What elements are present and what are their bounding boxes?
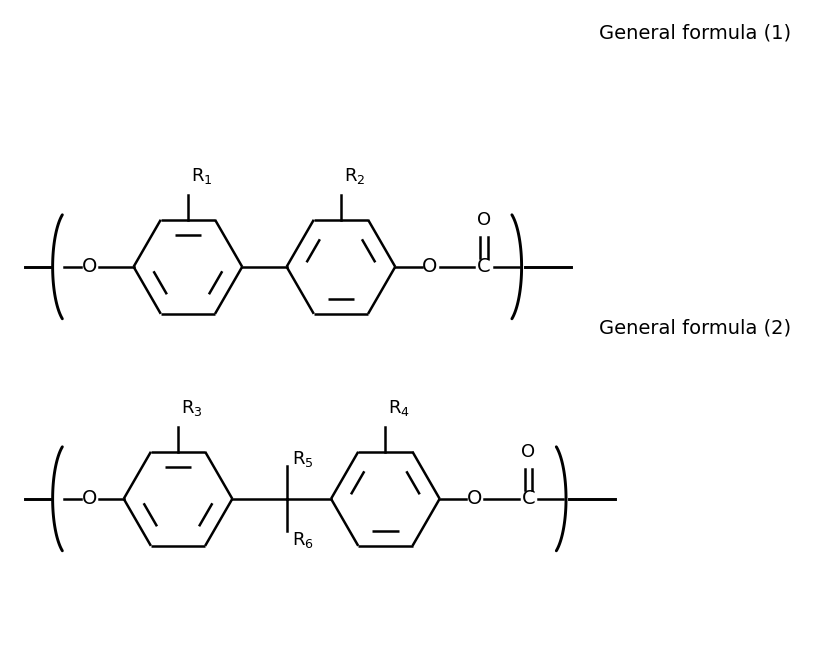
Text: O: O [477, 211, 491, 229]
Text: C: C [522, 489, 535, 508]
Text: General formula (2): General formula (2) [599, 318, 791, 337]
Text: C: C [477, 257, 491, 276]
Text: O: O [422, 257, 438, 276]
Text: R$_1$: R$_1$ [191, 166, 212, 186]
Text: General formula (1): General formula (1) [599, 24, 791, 43]
Text: O: O [467, 489, 482, 508]
Text: O: O [82, 257, 97, 276]
Text: O: O [82, 489, 97, 508]
Text: R$_6$: R$_6$ [292, 530, 313, 550]
Text: R$_4$: R$_4$ [388, 398, 411, 419]
Text: R$_5$: R$_5$ [292, 449, 313, 469]
Text: R$_3$: R$_3$ [181, 398, 202, 419]
Text: O: O [521, 443, 535, 461]
Text: R$_2$: R$_2$ [344, 166, 365, 186]
